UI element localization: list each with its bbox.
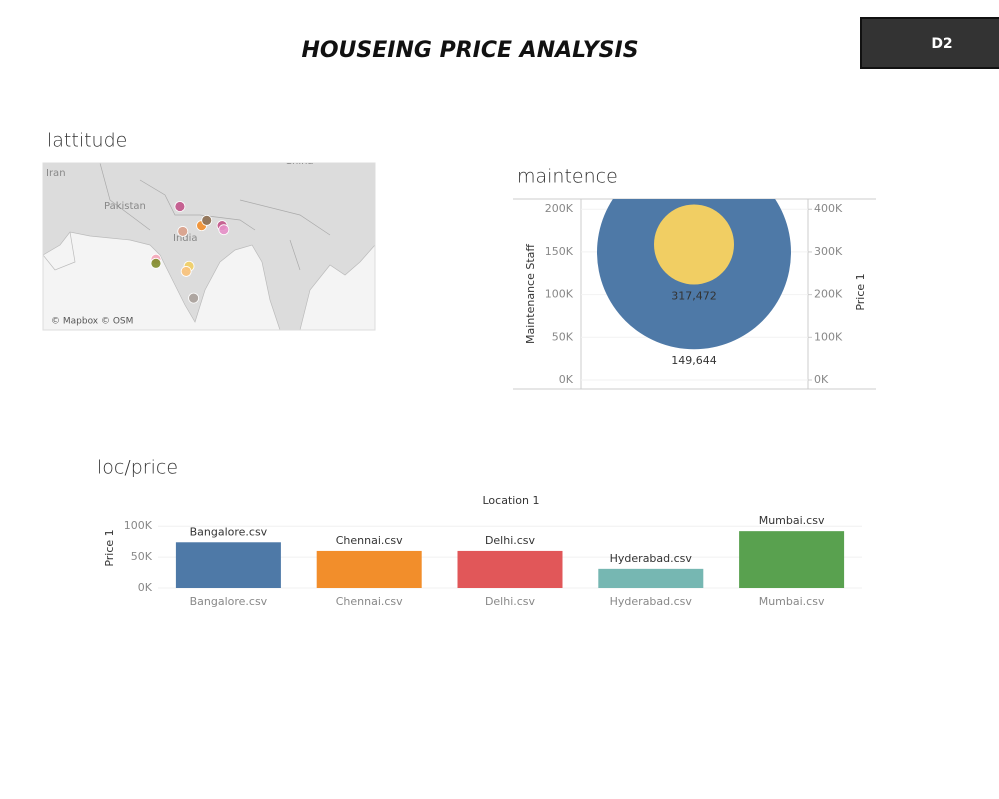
dashboard-title: HOUSEING PRICE ANALYSIS (301, 38, 638, 63)
map-attribution: © Mapbox © OSM (51, 317, 133, 327)
place-label: China (285, 156, 314, 167)
y2-tick-label: 100K (814, 330, 843, 343)
sheet-title: lattitude (47, 130, 127, 152)
map-point (150, 257, 162, 269)
bar-label: Mumbai.csv (759, 514, 825, 527)
x-tick-label: Delhi.csv (485, 595, 536, 608)
bar (175, 542, 281, 588)
y2-tick-label: 200K (814, 288, 843, 301)
bar (316, 550, 422, 588)
map-background (43, 163, 375, 330)
d2-button[interactable] (860, 17, 999, 69)
map-layer: Iran Pakistan India China © Mapbox © OSM (46, 156, 314, 327)
sheet-title: loc/price (97, 457, 178, 479)
sheet-title: maintence (517, 166, 618, 188)
y-axis-title: Maintenance Staff (524, 244, 537, 344)
map-point (218, 224, 230, 236)
y2-tick-label: 0K (814, 373, 829, 386)
y-tick-label: 100K (545, 288, 574, 301)
x-axis-title: Location 1 (482, 494, 539, 507)
bar-label: Delhi.csv (485, 534, 536, 547)
map-point (201, 215, 213, 226)
bar (598, 568, 704, 588)
y-tick-label: 0K (138, 581, 153, 594)
map-frame (42, 162, 376, 331)
y-axis-title: Price 1 (103, 529, 116, 566)
x-tick-label: Mumbai.csv (759, 595, 825, 608)
place-label: Iran (46, 168, 66, 179)
map-point (180, 266, 192, 277)
map-point (174, 201, 186, 212)
plot-area (597, 199, 791, 350)
y2-tick-label: 400K (814, 202, 843, 215)
d2-button-label[interactable]: D2 (931, 36, 952, 52)
y-tick-label: 150K (545, 245, 574, 258)
y-tick-label: 0K (559, 373, 574, 386)
map-point (188, 292, 199, 304)
x-tick-label: Chennai.csv (336, 595, 403, 608)
y2-tick-label: 300K (814, 245, 843, 258)
place-label: Pakistan (104, 201, 146, 212)
bar (739, 531, 845, 588)
x-tick-label: Bangalore.csv (190, 595, 268, 608)
value-label: 317,472 (671, 289, 717, 302)
y2-axis-title: Price 1 (854, 273, 867, 310)
bar-label: Bangalore.csv (190, 525, 268, 538)
y-tick-label: 50K (552, 330, 574, 343)
bar-label: Chennai.csv (336, 534, 403, 547)
bubble (654, 204, 734, 285)
value-label: 149,644 (671, 354, 717, 367)
y-tick-label: 200K (545, 202, 574, 215)
bar (457, 550, 563, 588)
bar-label: Hyderabad.csv (610, 552, 693, 565)
place-label: India (173, 233, 198, 244)
x-tick-label: Hyderabad.csv (610, 595, 693, 608)
y-tick-label: 50K (131, 550, 153, 563)
y-tick-label: 100K (124, 519, 153, 532)
map-point (177, 226, 189, 237)
